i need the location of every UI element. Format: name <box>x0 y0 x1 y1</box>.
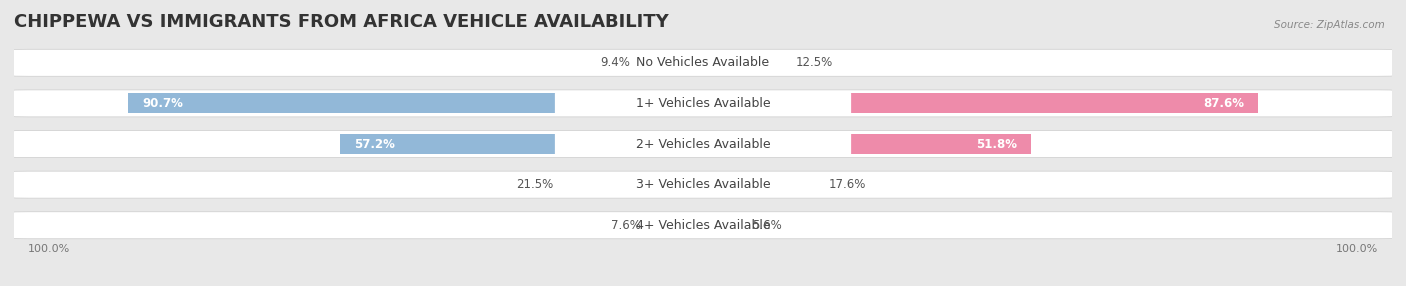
Bar <box>703 175 814 195</box>
Text: 57.2%: 57.2% <box>354 138 395 150</box>
Text: 100.0%: 100.0% <box>1336 244 1378 254</box>
Text: 100.0%: 100.0% <box>28 244 70 254</box>
FancyBboxPatch shape <box>11 49 1395 76</box>
Bar <box>340 134 703 154</box>
Text: 9.4%: 9.4% <box>600 56 630 69</box>
FancyBboxPatch shape <box>11 171 1395 198</box>
Text: 3+ Vehicles Available: 3+ Vehicles Available <box>636 178 770 191</box>
FancyBboxPatch shape <box>11 212 1395 239</box>
FancyBboxPatch shape <box>555 214 851 237</box>
Text: 51.8%: 51.8% <box>977 138 1018 150</box>
Bar <box>703 134 1032 154</box>
Text: Source: ZipAtlas.com: Source: ZipAtlas.com <box>1274 20 1385 30</box>
Bar <box>655 215 703 235</box>
FancyBboxPatch shape <box>11 90 1395 117</box>
Text: 21.5%: 21.5% <box>516 178 553 191</box>
Bar <box>703 215 738 235</box>
Text: 5.6%: 5.6% <box>752 219 782 232</box>
FancyBboxPatch shape <box>555 133 851 155</box>
Bar <box>567 175 703 195</box>
Text: 17.6%: 17.6% <box>828 178 866 191</box>
Bar <box>128 93 703 114</box>
Text: 87.6%: 87.6% <box>1204 97 1244 110</box>
Text: 12.5%: 12.5% <box>796 56 834 69</box>
FancyBboxPatch shape <box>555 51 851 74</box>
FancyBboxPatch shape <box>11 130 1395 158</box>
Bar <box>703 53 782 73</box>
Bar <box>703 93 1258 114</box>
Text: No Vehicles Available: No Vehicles Available <box>637 56 769 69</box>
Text: 2+ Vehicles Available: 2+ Vehicles Available <box>636 138 770 150</box>
Text: 1+ Vehicles Available: 1+ Vehicles Available <box>636 97 770 110</box>
FancyBboxPatch shape <box>555 173 851 196</box>
Text: 4+ Vehicles Available: 4+ Vehicles Available <box>636 219 770 232</box>
Text: 90.7%: 90.7% <box>142 97 183 110</box>
FancyBboxPatch shape <box>555 92 851 115</box>
Bar <box>644 53 703 73</box>
Text: CHIPPEWA VS IMMIGRANTS FROM AFRICA VEHICLE AVAILABILITY: CHIPPEWA VS IMMIGRANTS FROM AFRICA VEHIC… <box>14 13 669 31</box>
Text: 7.6%: 7.6% <box>612 219 641 232</box>
